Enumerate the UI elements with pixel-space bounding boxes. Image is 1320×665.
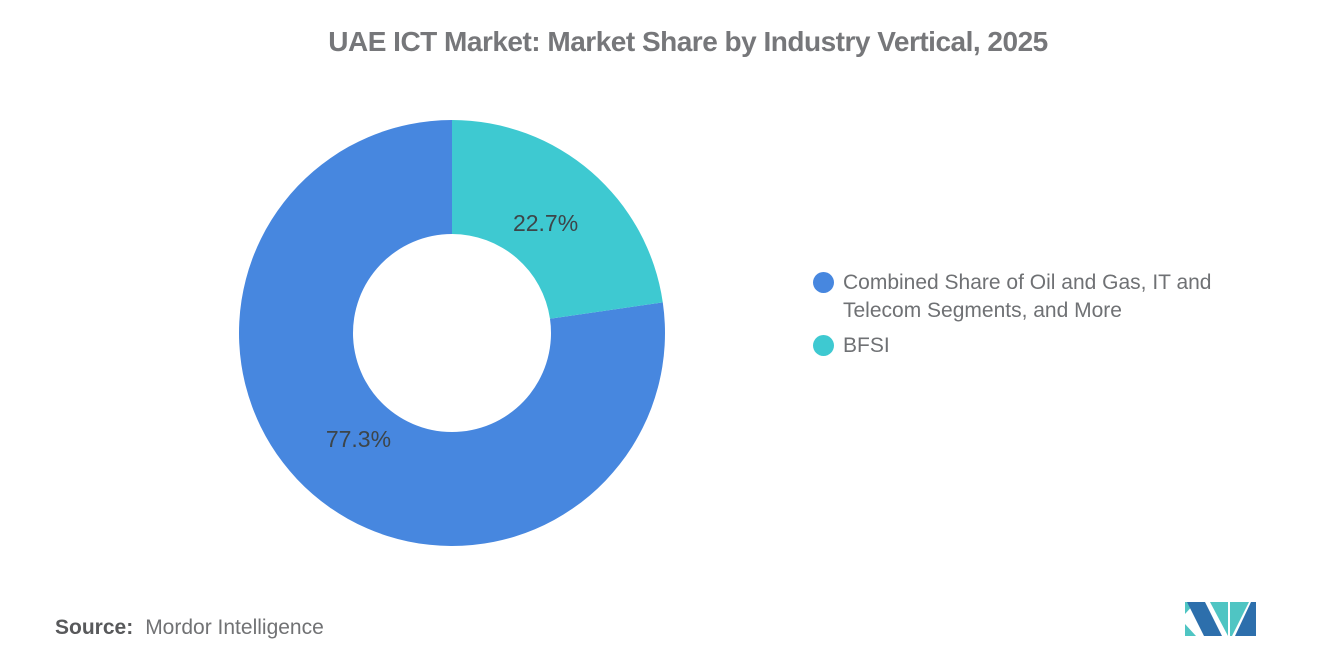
donut-chart-area: 77.3% 22.7% — [232, 113, 672, 553]
legend-item-label: Combined Share of Oil and Gas, IT and Te… — [843, 271, 1212, 322]
logo-shape — [1230, 602, 1249, 636]
legend-dot-icon — [813, 335, 834, 356]
source-line: Source: Mordor Intelligence — [55, 616, 324, 640]
logo-shape — [1235, 602, 1256, 636]
source-label: Source: — [55, 616, 134, 639]
pie-slice-1[interactable] — [452, 120, 663, 319]
legend-item-label: BFSI — [843, 334, 890, 357]
legend-dot-icon — [813, 272, 834, 293]
mordor-intelligence-logo — [1185, 602, 1256, 636]
logo-shape — [1187, 602, 1222, 636]
slice-data-label: 77.3% — [326, 426, 391, 452]
logo-shape — [1185, 624, 1196, 636]
legend: Combined Share of Oil and Gas, IT and Te… — [813, 269, 1243, 360]
donut-chart: 77.3% 22.7% — [238, 120, 665, 546]
source-value: Mordor Intelligence — [145, 616, 324, 639]
logo-shape — [1210, 602, 1228, 636]
slice-data-label: 22.7% — [513, 210, 578, 236]
pie-slice-0[interactable] — [238, 120, 665, 546]
legend-item-combined[interactable]: Combined Share of Oil and Gas, IT and Te… — [813, 269, 1243, 325]
legend-item-bfsi[interactable]: BFSI — [813, 332, 1243, 360]
chart-title: UAE ICT Market: Market Share by Industry… — [328, 26, 1048, 57]
